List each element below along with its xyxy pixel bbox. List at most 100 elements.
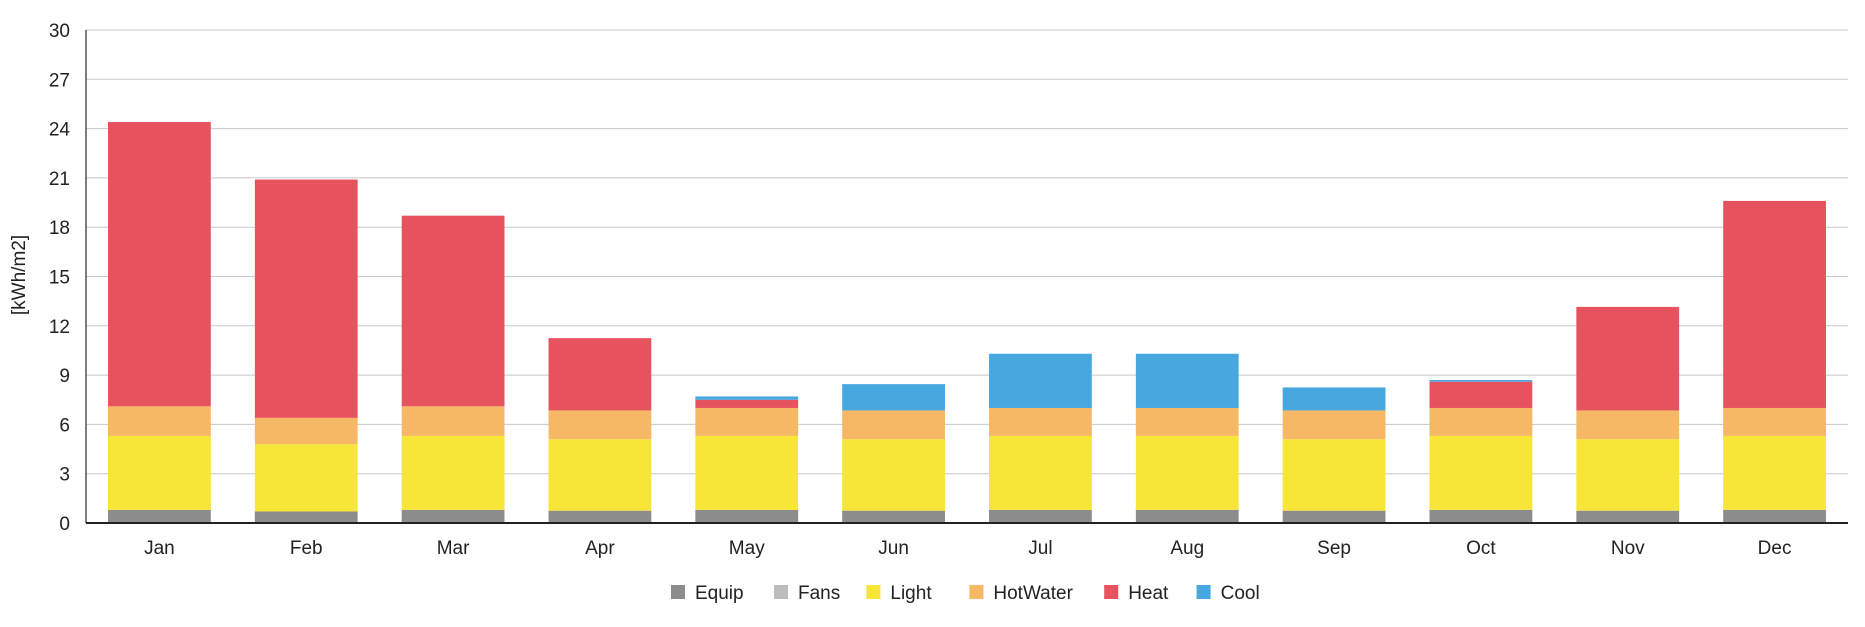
bar-segment-hotwater-sep[interactable] bbox=[1282, 410, 1386, 440]
bar-segment-equip-oct[interactable] bbox=[1429, 509, 1533, 523]
bar-segment-equip-feb[interactable] bbox=[254, 511, 358, 523]
legend-swatch bbox=[1196, 585, 1211, 599]
bar-segment-light-mar[interactable] bbox=[401, 435, 505, 510]
bar-segment-equip-sep[interactable] bbox=[1282, 510, 1386, 523]
bar-segment-hotwater-mar[interactable] bbox=[401, 406, 505, 436]
bar-segment-equip-nov[interactable] bbox=[1576, 510, 1680, 523]
bar-segment-cool-jun[interactable] bbox=[842, 384, 945, 411]
y-tick-label: 6 bbox=[59, 415, 70, 436]
bar-segment-hotwater-may[interactable] bbox=[695, 407, 799, 436]
y-axis-label: [kWh/m2] bbox=[9, 235, 30, 315]
bar-segment-equip-jan[interactable] bbox=[108, 509, 211, 523]
legend-label: Cool bbox=[1221, 583, 1260, 604]
x-tick-label: Nov bbox=[1611, 538, 1645, 559]
bar-segment-heat-feb[interactable] bbox=[254, 179, 358, 418]
bar-segment-light-sep[interactable] bbox=[1282, 439, 1386, 511]
x-tick-label: Feb bbox=[290, 538, 323, 559]
axes bbox=[85, 30, 1848, 524]
legend-swatch bbox=[866, 585, 881, 599]
y-tick-label: 15 bbox=[49, 268, 70, 289]
bar-segment-hotwater-jul[interactable] bbox=[989, 407, 1092, 436]
legend-swatch bbox=[969, 585, 984, 599]
bar-segment-cool-jul[interactable] bbox=[989, 353, 1092, 408]
bar-segment-light-jun[interactable] bbox=[842, 439, 945, 511]
bar-segment-cool-aug[interactable] bbox=[1135, 353, 1239, 408]
bars bbox=[108, 122, 1826, 523]
x-axis-ticks: Jan Feb Mar Apr May Jun Jul Aug Sep Oct Nov Dec bbox=[144, 538, 1791, 559]
bar-segment-light-oct[interactable] bbox=[1429, 435, 1533, 510]
y-tick-label: 27 bbox=[49, 70, 70, 91]
x-tick-label: Aug bbox=[1170, 538, 1204, 559]
x-tick-label: Oct bbox=[1466, 538, 1496, 559]
legend-item-heat[interactable]: Heat bbox=[1104, 583, 1169, 604]
bar-segment-hotwater-jan[interactable] bbox=[108, 406, 211, 436]
x-tick-label: Mar bbox=[437, 538, 470, 559]
bar-segment-heat-oct[interactable] bbox=[1429, 381, 1533, 408]
legend-item-hotwater[interactable]: HotWater bbox=[969, 583, 1074, 604]
bar-segment-heat-may[interactable] bbox=[695, 399, 799, 408]
bar-segment-light-jul[interactable] bbox=[989, 435, 1092, 510]
bar-segment-heat-dec[interactable] bbox=[1723, 200, 1826, 408]
x-tick-label: Sep bbox=[1317, 538, 1351, 559]
bar-segment-equip-mar[interactable] bbox=[401, 509, 505, 523]
bar-segment-heat-mar[interactable] bbox=[401, 215, 505, 407]
legend-item-equip[interactable]: Equip bbox=[671, 583, 744, 604]
legend-item-cool[interactable]: Cool bbox=[1196, 583, 1260, 604]
legend-swatch bbox=[671, 585, 685, 599]
y-tick-label: 12 bbox=[49, 317, 70, 338]
x-tick-label: May bbox=[729, 538, 765, 559]
bar-segment-light-feb[interactable] bbox=[254, 444, 358, 512]
y-tick-label: 24 bbox=[49, 120, 71, 141]
bar-segment-heat-apr[interactable] bbox=[548, 338, 652, 411]
bar-segment-equip-dec[interactable] bbox=[1723, 509, 1826, 523]
gridlines bbox=[86, 29, 1848, 475]
bar-segment-cool-may[interactable] bbox=[695, 396, 799, 400]
x-tick-label: Jan bbox=[144, 538, 175, 559]
legend-label: Heat bbox=[1128, 583, 1169, 604]
bar-segment-heat-jan[interactable] bbox=[108, 122, 211, 407]
bar-segment-hotwater-dec[interactable] bbox=[1723, 407, 1826, 436]
bar-segment-hotwater-nov[interactable] bbox=[1576, 410, 1680, 440]
bar-segment-light-nov[interactable] bbox=[1576, 439, 1680, 511]
y-tick-label: 21 bbox=[49, 169, 70, 190]
x-tick-label: Apr bbox=[585, 538, 615, 559]
bar-segment-hotwater-jun[interactable] bbox=[842, 410, 945, 440]
legend-label: Light bbox=[890, 583, 932, 604]
legend-swatch bbox=[774, 585, 788, 599]
bar-segment-equip-aug[interactable] bbox=[1135, 509, 1239, 523]
bar-segment-light-may[interactable] bbox=[695, 435, 799, 510]
y-tick-label: 30 bbox=[49, 21, 70, 42]
legend-swatch bbox=[1104, 585, 1119, 599]
bar-segment-cool-oct[interactable] bbox=[1429, 380, 1533, 382]
bar-segment-cool-sep[interactable] bbox=[1282, 387, 1386, 411]
bar-segment-hotwater-feb[interactable] bbox=[254, 417, 358, 445]
legend-label: Equip bbox=[695, 583, 744, 604]
bar-segment-light-jan[interactable] bbox=[108, 435, 211, 510]
x-tick-label: Jun bbox=[878, 538, 909, 559]
bar-segment-equip-jul[interactable] bbox=[989, 509, 1092, 523]
legend-label: HotWater bbox=[993, 583, 1073, 604]
legend-label: Fans bbox=[798, 583, 840, 604]
bar-segment-light-dec[interactable] bbox=[1723, 435, 1826, 510]
bar-segment-equip-jun[interactable] bbox=[842, 510, 945, 523]
bar-segment-equip-apr[interactable] bbox=[548, 510, 652, 523]
legend-item-light[interactable]: Light bbox=[866, 583, 932, 604]
y-tick-label: 9 bbox=[59, 366, 70, 387]
y-tick-label: 0 bbox=[59, 514, 70, 535]
y-axis-ticks: 0 3 6 9 12 15 18 21 24 27 30 bbox=[49, 21, 71, 535]
legend-item-fans[interactable]: Fans bbox=[774, 583, 840, 604]
bar-segment-heat-nov[interactable] bbox=[1576, 306, 1680, 411]
bar-segment-light-apr[interactable] bbox=[548, 439, 652, 511]
x-tick-label: Jul bbox=[1028, 538, 1052, 559]
bar-segment-hotwater-aug[interactable] bbox=[1135, 407, 1239, 436]
bar-segment-hotwater-oct[interactable] bbox=[1429, 407, 1533, 436]
y-tick-label: 18 bbox=[49, 218, 70, 239]
legend: Equip Fans Light HotWater Heat Cool bbox=[671, 583, 1260, 604]
bar-segment-equip-may[interactable] bbox=[695, 509, 799, 523]
y-tick-label: 3 bbox=[59, 465, 70, 486]
x-tick-label: Dec bbox=[1758, 538, 1792, 559]
bar-segment-light-aug[interactable] bbox=[1135, 435, 1239, 510]
bar-segment-hotwater-apr[interactable] bbox=[548, 410, 652, 440]
